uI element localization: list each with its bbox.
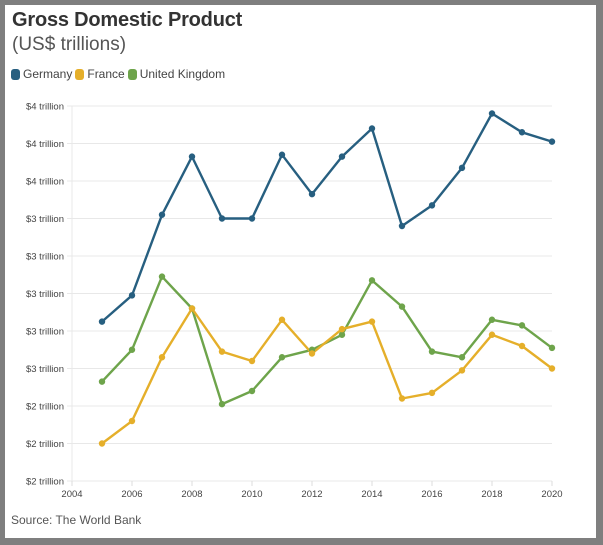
y-tick-label: $3 trillion [26,327,64,338]
data-point-germany-2009[interactable] [218,215,226,222]
data-point-france-2020[interactable] [548,365,556,372]
data-point-united-kingdom-2005[interactable] [98,378,106,385]
data-point-france-2009[interactable] [218,348,226,355]
legend-swatch-united-kingdom [127,68,137,80]
y-tick-label: $4 trillion [26,177,64,188]
data-point-united-kingdom-2019[interactable] [518,322,526,329]
data-point-france-2011[interactable] [278,316,286,323]
data-point-united-kingdom-2017[interactable] [458,354,466,361]
legend-swatch-germany [11,68,20,80]
legend: Germany France United Kingdom [11,67,228,81]
data-point-france-2016[interactable] [428,389,436,397]
x-tick-label: 2014 [361,489,382,500]
data-point-germany-2012[interactable] [308,190,316,198]
y-tick-label: $4 trillion [26,139,64,150]
chart-panel [5,5,596,538]
data-point-germany-2014[interactable] [368,125,376,132]
gridlines [67,105,552,482]
data-point-france-2017[interactable] [458,367,466,374]
series-lines [100,112,554,445]
x-tick-label: 2004 [61,489,82,500]
legend-item-united-kingdom[interactable]: United Kingdom [127,67,226,81]
data-point-germany-2020[interactable] [548,138,556,145]
data-point-united-kingdom-2013[interactable] [338,331,346,338]
data-point-germany-2010[interactable] [248,215,256,222]
data-point-united-kingdom-2016[interactable] [428,348,436,355]
data-point-france-2008[interactable] [188,305,196,312]
chart-title: Gross Domestic Product [12,9,243,31]
data-point-united-kingdom-2014[interactable] [368,277,376,284]
data-point-germany-2005[interactable] [98,318,106,325]
y-tick-label: $4 trillion [26,102,64,113]
x-tick-label: 2006 [121,489,142,500]
data-point-france-2013[interactable] [338,325,346,333]
legend-item-france[interactable]: France [75,67,125,81]
data-point-germany-2016[interactable] [428,202,436,209]
data-point-germany-2007[interactable] [158,211,166,218]
y-tick-label: $3 trillion [26,252,64,263]
legend-label-united-kingdom: United Kingdom [139,67,226,81]
x-tick-label: 2012 [301,489,322,500]
data-point-united-kingdom-2011[interactable] [278,354,286,361]
x-tick-label: 2008 [181,489,202,500]
data-point-france-2010[interactable] [248,357,256,365]
legend-label-germany: Germany [23,67,73,81]
data-point-france-2019[interactable] [518,342,526,350]
series-line-france [100,307,554,445]
data-point-germany-2011[interactable] [278,151,286,158]
x-axis-ticks: 2004 2006 2008 2010 2012 2014 2016 2018 2020 [61,481,563,500]
data-point-france-2018[interactable] [488,331,496,338]
data-point-germany-2008[interactable] [188,153,196,160]
data-point-united-kingdom-2020[interactable] [548,344,556,352]
series-line-germany [100,112,554,323]
data-point-germany-2018[interactable] [488,110,496,117]
data-point-germany-2006[interactable] [128,292,136,299]
series-points [98,110,556,447]
data-point-united-kingdom-2007[interactable] [158,273,166,280]
y-tick-label: $2 trillion [26,402,64,413]
data-point-france-2007[interactable] [158,354,166,361]
data-point-germany-2019[interactable] [518,129,526,136]
x-tick-label: 2016 [421,489,442,500]
data-point-germany-2013[interactable] [338,153,346,160]
y-tick-label: $2 trillion [26,439,64,450]
data-point-united-kingdom-2009[interactable] [218,400,226,408]
data-point-united-kingdom-2018[interactable] [488,316,496,323]
legend-item-germany[interactable]: Germany [11,67,72,81]
chart-subtitle: (US$ trillions) [12,34,127,55]
data-point-france-2012[interactable] [308,350,316,357]
y-tick-label: $2 trillion [26,477,64,488]
data-point-france-2015[interactable] [398,395,406,402]
x-tick-label: 2020 [541,489,562,500]
y-tick-label: $3 trillion [26,364,64,375]
x-tick-label: 2018 [481,489,502,500]
data-point-france-2014[interactable] [368,318,376,325]
data-point-united-kingdom-2015[interactable] [398,303,406,310]
data-point-france-2006[interactable] [128,417,136,425]
y-axis-ticks: $4 trillion $4 trillion $4 trillion $3 tril… [26,102,64,488]
y-tick-label: $3 trillion [26,214,64,225]
legend-label-france: France [87,67,125,81]
data-point-united-kingdom-2006[interactable] [128,346,136,353]
data-point-france-2005[interactable] [98,440,106,447]
y-tick-label: $3 trillion [26,289,64,300]
data-point-germany-2015[interactable] [398,222,406,230]
x-tick-label: 2010 [241,489,262,500]
legend-swatch-france [75,68,85,80]
source-note: Source: The World Bank [11,513,142,527]
data-point-germany-2017[interactable] [458,164,466,172]
data-point-united-kingdom-2010[interactable] [248,387,256,395]
